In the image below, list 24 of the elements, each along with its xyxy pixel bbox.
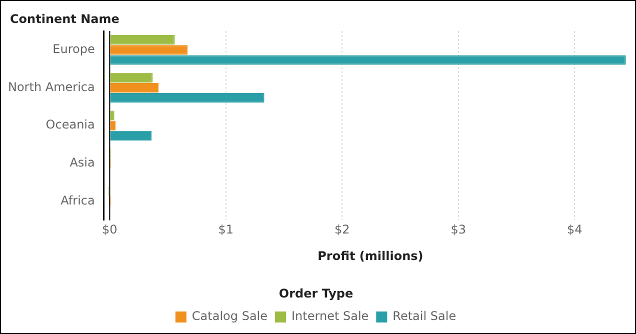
y-axis-title: Continent Name	[10, 12, 120, 26]
x-tick-label: $2	[334, 222, 350, 237]
bar	[110, 130, 152, 140]
y-tick-label: Europe	[52, 42, 95, 56]
bar	[110, 110, 114, 120]
y-tick-label: Africa	[60, 193, 95, 208]
bar	[110, 72, 153, 82]
legend-label: Retail Sale	[392, 309, 456, 324]
bar	[110, 45, 188, 55]
x-tick-label: $0	[102, 222, 118, 237]
x-tick-label: $1	[218, 222, 234, 237]
legend-label: Internet Sale	[292, 309, 369, 324]
y-tick-label: North America	[8, 80, 95, 94]
x-tick-label: $4	[567, 222, 582, 237]
y-tick-label: Oceania	[46, 118, 95, 132]
x-axis-title: Profit (millions)	[318, 249, 424, 264]
bar	[110, 35, 175, 45]
legend-title: Order Type	[278, 286, 354, 301]
y-tick-label: Asia	[70, 156, 95, 170]
legend-label: Catalog Sale	[192, 309, 268, 324]
bar	[110, 93, 264, 103]
bar	[110, 120, 116, 130]
x-tick-label: $3	[450, 222, 466, 237]
bar	[110, 82, 159, 93]
